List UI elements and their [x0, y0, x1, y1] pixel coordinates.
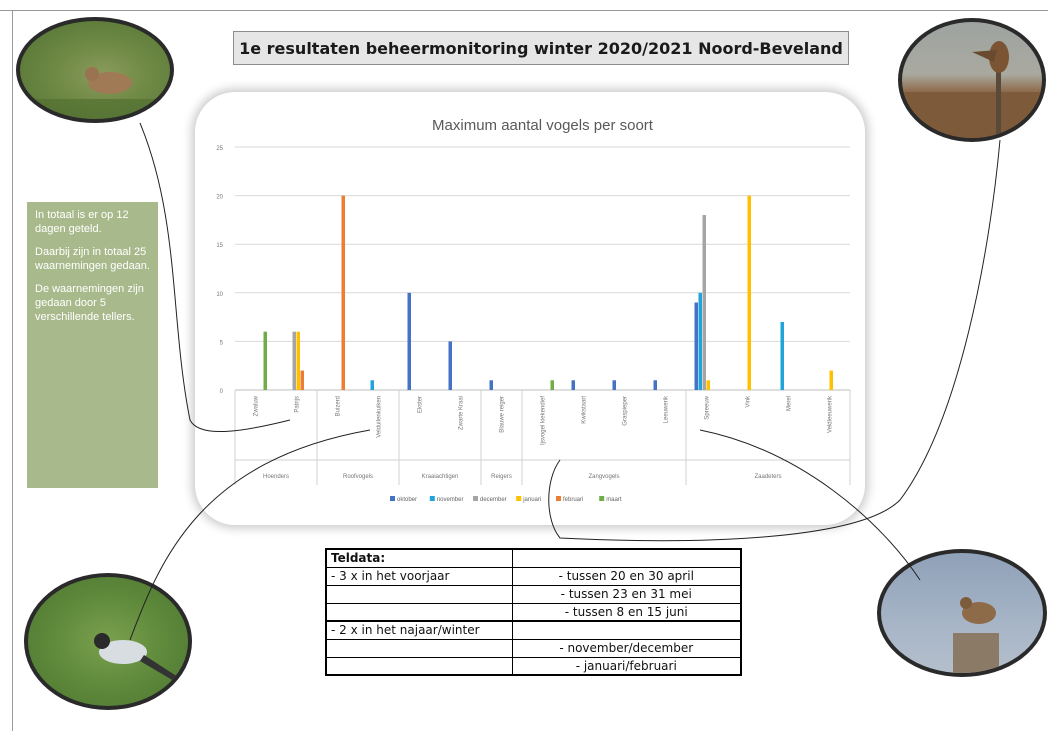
group-label: Zangvogels [588, 474, 619, 480]
table-cell: - tussen 20 en 30 april [511, 566, 742, 586]
bar [612, 380, 616, 390]
bar [829, 370, 833, 390]
table-row: - tussen 8 en 15 juni [325, 602, 742, 622]
category-label: Patrijs [295, 396, 301, 413]
connector-line [139, 122, 291, 432]
bar [694, 302, 698, 390]
y-tick-label: 15 [216, 243, 223, 249]
table-row: - januari/februari [325, 656, 742, 676]
bar [702, 215, 706, 390]
chart-card [195, 92, 865, 525]
category-label: Blauwe reiger [500, 396, 506, 433]
group-label: Kraaiachtigen [422, 474, 459, 480]
legend-swatch [556, 496, 561, 501]
legend-swatch [516, 496, 522, 501]
frame-top-line [0, 10, 1048, 11]
legend-swatch [429, 496, 435, 501]
connector-line [129, 429, 371, 641]
legend-swatch [473, 496, 478, 501]
bar [706, 380, 710, 390]
frame-left-line [12, 10, 13, 731]
bar [780, 321, 784, 390]
category-label: Vink [746, 395, 752, 408]
bar [698, 292, 702, 390]
bar [747, 195, 751, 390]
info-paragraph: In totaal is er op 12 dagen geteld. [35, 209, 129, 235]
info-paragraph: Daarbij zijn in totaal 25 waarnemingen g… [35, 246, 150, 272]
table-row: - november/december [325, 638, 742, 658]
category-label: Ekster [418, 396, 424, 413]
group-label: Roofvogels [343, 474, 373, 480]
teldata-table: Teldata: - 3 x in het voorjaar - tussen … [325, 548, 742, 676]
bar [571, 380, 575, 390]
bird-photo-bottom-left [24, 573, 192, 710]
y-tick-label: 20 [216, 195, 223, 201]
connector-line [699, 429, 921, 581]
y-tick-label: 10 [216, 292, 223, 298]
bar [550, 380, 554, 390]
table-row: - 3 x in het voorjaar - tussen 20 en 30 … [325, 566, 742, 586]
table-cell [325, 584, 513, 604]
y-tick-label: 25 [216, 146, 223, 152]
bar-chart: Maximum aantal vogels per soort 0 5 10 15 20 2… [216, 117, 851, 503]
legend-label: november [437, 497, 464, 503]
legend-label: maart [606, 497, 622, 503]
category-label: Graspieper [623, 396, 629, 426]
legend-label: februari [563, 497, 583, 503]
bar [489, 380, 493, 390]
category-label: Zwarte Kraai [459, 396, 465, 430]
group-label: Hoenders [263, 474, 289, 480]
table-cell: - tussen 8 en 15 juni [511, 602, 742, 622]
table-cell: - januari/februari [511, 656, 742, 676]
category-label: Kwikstaart [582, 396, 588, 424]
bar [341, 195, 345, 390]
y-tick-label: 5 [220, 340, 224, 346]
bar [292, 331, 296, 390]
legend-label: oktober [397, 497, 417, 503]
table-cell [325, 656, 513, 676]
category-label: Veldleeuwerik [828, 395, 834, 433]
bird-photo-top-left [16, 17, 174, 123]
bar [407, 292, 411, 390]
y-tick-label: 0 [220, 389, 224, 395]
legend-swatch [599, 496, 605, 501]
chart-title: Maximum aantal vogels per soort [432, 117, 654, 134]
bar [300, 370, 304, 390]
legend-label: december [480, 497, 507, 503]
bar [653, 380, 657, 390]
bar [370, 380, 374, 390]
group-label: Zaadeters [754, 474, 781, 480]
table-row: Teldata: [325, 548, 742, 568]
category-label: Velduilenkuiken [377, 396, 383, 438]
table-cell [511, 548, 742, 568]
info-paragraph: De waarnemingen zijn gedaan door 5 versc… [35, 283, 144, 323]
legend-swatch [390, 496, 395, 501]
bar [263, 331, 267, 390]
table-cell: - tussen 23 en 31 mei [511, 584, 742, 604]
table-cell [511, 620, 742, 640]
page-title: 1e resultaten beheermonitoring winter 20… [233, 31, 849, 65]
category-label: Zwaluw [254, 395, 260, 416]
category-label: Spreeuw [705, 395, 711, 419]
table-row: - 2 x in het najaar/winter [325, 620, 742, 640]
category-label: Merel [787, 396, 793, 411]
table-cell: - 3 x in het voorjaar [325, 566, 513, 586]
category-label: Buizerd [336, 396, 342, 416]
category-label: Ijsvogel kiekendief [541, 396, 547, 445]
info-box: In totaal is er op 12 dagen geteld. Daar… [27, 202, 158, 488]
legend-label: januari [522, 497, 541, 503]
table-cell [325, 602, 513, 622]
bird-photo-bottom-right [877, 549, 1047, 677]
bar [448, 341, 452, 390]
table-row: - tussen 23 en 31 mei [325, 584, 742, 604]
bar [296, 331, 300, 390]
table-cell: Teldata: [325, 548, 513, 568]
category-label: Leeuwerik [664, 395, 670, 423]
table-cell [325, 638, 513, 658]
group-label: Reigers [491, 474, 512, 480]
table-cell: - november/december [511, 638, 742, 658]
table-cell: - 2 x in het najaar/winter [325, 620, 513, 640]
connector-line [548, 139, 1001, 542]
